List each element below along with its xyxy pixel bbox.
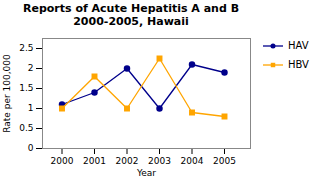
svg-text:Year: Year <box>136 168 156 178</box>
svg-text:2001: 2001 <box>83 156 106 166</box>
html-text:Reports of Acute Hepatitis A a: Reports of Acute Hepatitis A and B 2000-… <box>23 2 239 29</box>
svg-text:2002: 2002 <box>116 156 139 166</box>
svg-text:1.5: 1.5 <box>19 83 33 93</box>
html-text:HAV: HAV <box>288 40 309 51</box>
html-text:HBV: HBV <box>288 59 309 70</box>
svg-text:2: 2 <box>28 63 34 73</box>
svg-text:0.5: 0.5 <box>19 123 33 133</box>
svg-text:2.5: 2.5 <box>19 43 33 53</box>
svg-text:Rate per 100,000: Rate per 100,000 <box>2 54 12 133</box>
svg-text:2004: 2004 <box>181 156 204 166</box>
svg-text:2005: 2005 <box>213 156 236 166</box>
svg-text:2003: 2003 <box>148 156 171 166</box>
svg-text:2000: 2000 <box>51 156 74 166</box>
svg-text:1: 1 <box>28 103 34 113</box>
svg-text:0: 0 <box>28 143 34 153</box>
